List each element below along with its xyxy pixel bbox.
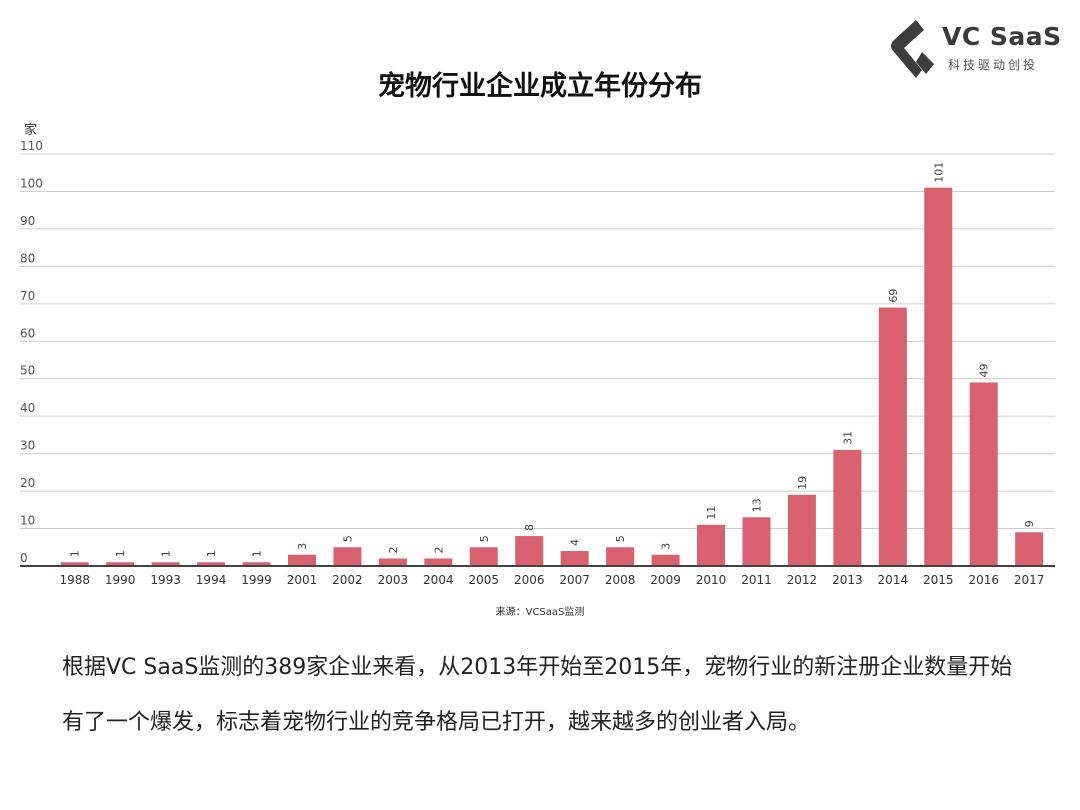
bar xyxy=(924,187,953,566)
y-tick-label: 40 xyxy=(20,401,35,415)
bar xyxy=(697,524,726,566)
x-tick-label: 2001 xyxy=(287,573,318,587)
data-label: 4 xyxy=(569,539,582,546)
bar xyxy=(833,449,862,566)
x-tick-label: 2015 xyxy=(923,573,954,587)
bar-chart: 家010203040506070809010011011988119901199… xyxy=(20,122,1055,587)
x-tick-label: 1994 xyxy=(196,573,227,587)
x-tick-label: 2017 xyxy=(1014,573,1045,587)
x-tick-label: 2016 xyxy=(968,573,999,587)
data-label: 11 xyxy=(705,506,718,520)
x-tick-label: 2010 xyxy=(696,573,727,587)
y-tick-label: 10 xyxy=(20,514,35,528)
data-label: 2 xyxy=(387,547,400,554)
source-note: 来源：VCSaaS监测 xyxy=(495,607,585,618)
bar xyxy=(197,562,226,566)
data-label: 1 xyxy=(160,550,173,557)
chart-title: 宠物行业企业成立年份分布 xyxy=(378,71,702,102)
data-label: 101 xyxy=(932,162,945,183)
y-tick-label: 60 xyxy=(20,326,35,340)
bar xyxy=(287,554,316,566)
bar xyxy=(969,382,998,566)
bar xyxy=(742,517,771,566)
y-tick-label: 70 xyxy=(20,289,35,303)
x-tick-label: 2012 xyxy=(787,573,818,587)
bar xyxy=(787,494,816,566)
x-tick-label: 2013 xyxy=(832,573,863,587)
data-label: 5 xyxy=(478,535,491,542)
bar xyxy=(878,307,907,566)
bar xyxy=(606,547,635,566)
y-tick-label: 0 xyxy=(20,551,28,565)
x-tick-label: 2009 xyxy=(650,573,681,587)
x-tick-label: 1988 xyxy=(59,573,90,587)
y-tick-label: 110 xyxy=(20,139,43,153)
x-tick-label: 2008 xyxy=(605,573,636,587)
data-label: 13 xyxy=(750,498,763,512)
bar xyxy=(333,547,362,566)
y-tick-label: 20 xyxy=(20,476,35,490)
x-tick-label: 2014 xyxy=(878,573,909,587)
bar xyxy=(424,558,453,566)
bar xyxy=(378,558,407,566)
bar xyxy=(151,562,180,566)
data-label: 8 xyxy=(523,524,536,531)
bar xyxy=(1015,532,1044,566)
data-label: 1 xyxy=(205,550,218,557)
y-tick-label: 30 xyxy=(20,439,35,453)
data-label: 2 xyxy=(432,547,445,554)
y-axis-label: 家 xyxy=(24,122,37,138)
x-tick-label: 2006 xyxy=(514,573,545,587)
y-tick-label: 80 xyxy=(20,251,35,265)
data-label: 9 xyxy=(1023,520,1036,527)
x-tick-label: 2011 xyxy=(741,573,772,587)
data-label: 3 xyxy=(660,543,673,550)
x-tick-label: 2002 xyxy=(332,573,363,587)
bar xyxy=(242,562,271,566)
data-label: 1 xyxy=(69,550,82,557)
logo-tagline: 科技驱动创投 xyxy=(948,58,1039,72)
data-label: 69 xyxy=(887,289,900,303)
data-label: 3 xyxy=(296,543,309,550)
y-tick-label: 50 xyxy=(20,364,35,378)
bar xyxy=(60,562,89,566)
x-tick-label: 2004 xyxy=(423,573,454,587)
data-label: 5 xyxy=(341,535,354,542)
data-label: 31 xyxy=(841,431,854,445)
vc-saas-logo: VC SaaS 科技驱动创投 xyxy=(886,18,1061,82)
y-tick-label: 90 xyxy=(20,214,35,228)
y-tick-label: 100 xyxy=(20,176,43,190)
logo-mark-icon xyxy=(891,20,934,78)
x-tick-label: 2007 xyxy=(559,573,590,587)
bar xyxy=(560,551,589,566)
bar xyxy=(515,536,544,566)
data-label: 5 xyxy=(614,535,627,542)
x-tick-label: 2003 xyxy=(378,573,409,587)
x-tick-label: 1990 xyxy=(105,573,136,587)
data-label: 1 xyxy=(114,550,127,557)
data-label: 19 xyxy=(796,476,809,490)
x-tick-label: 2005 xyxy=(469,573,500,587)
bar xyxy=(651,554,680,566)
bar xyxy=(106,562,135,566)
x-tick-label: 1993 xyxy=(150,573,181,587)
data-label: 1 xyxy=(251,550,264,557)
logo-name: VC SaaS xyxy=(942,22,1062,51)
bar xyxy=(469,547,498,566)
data-label: 49 xyxy=(978,363,991,377)
description-paragraph: 根据VC SaaS监测的389家企业来看，从2013年开始至2015年，宠物行业… xyxy=(62,655,1013,735)
x-tick-label: 1999 xyxy=(241,573,272,587)
